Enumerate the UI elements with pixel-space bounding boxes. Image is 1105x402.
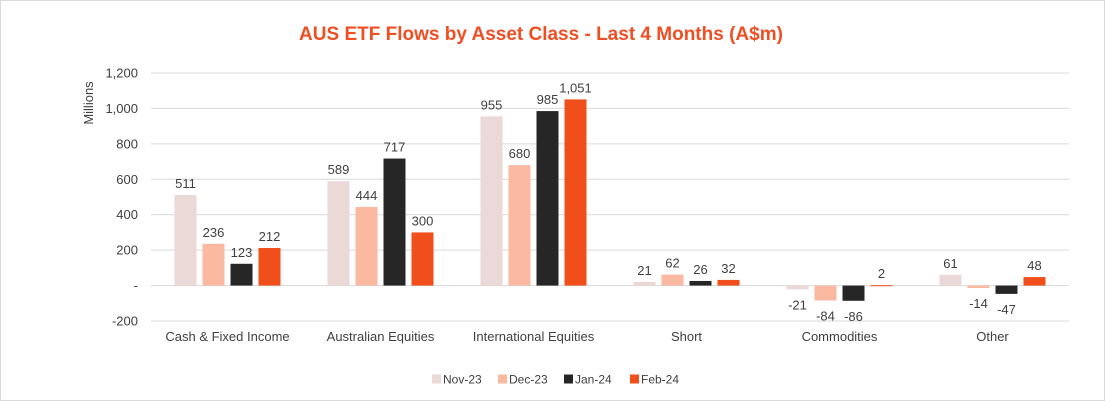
bar-2-0 [480,116,503,286]
bar-2-2 [536,111,559,286]
data-label-4-0: -21 [788,297,807,312]
legend-label-2: Jan-24 [575,373,612,387]
data-label-1-1: 444 [356,188,378,203]
y-axis-ticks: 1,200 1,000 800 600 400 200 - -200 [105,66,138,329]
x-axis-ticks: Cash & Fixed Income Australian Equities In… [165,329,1009,344]
bar-4-1 [814,285,837,301]
x-tick-label-2: International Equities [473,329,595,344]
chart-title: AUS ETF Flows by Asset Class - Last 4 Mo… [299,24,783,45]
legend-label-1: Dec-23 [509,373,548,387]
x-tick-label-3: Short [671,329,702,344]
x-tick-label-0: Cash & Fixed Income [165,329,289,344]
bar-1-0 [327,181,350,286]
legend: Nov-23 Dec-23 Jan-24 Feb-24 [432,373,679,387]
bar-5-0 [939,274,962,286]
data-labels: 5112361232125894447173009556809851,05121… [175,80,1042,323]
x-tick-label-1: Australian Equities [327,329,435,344]
bar-3-0 [633,281,656,286]
data-label-1-0: 589 [328,162,350,177]
data-label-4-2: -86 [844,309,863,324]
data-label-5-2: -47 [997,302,1016,317]
legend-label-0: Nov-23 [443,373,482,387]
bar-5-2 [995,285,1018,294]
data-label-5-3: 48 [1027,258,1041,273]
bar-0-3 [258,248,281,286]
bar-0-1 [202,243,225,286]
legend-swatch-2 [564,374,573,384]
y-tick-label-2: 800 [116,136,138,151]
y-tick-label-5: 200 [116,243,138,258]
y-tick-label-0: 1,200 [105,66,138,81]
data-label-5-0: 61 [943,256,957,271]
y-tick-label-4: 400 [116,207,138,222]
data-label-1-2: 717 [384,140,406,155]
bar-2-3 [564,99,587,286]
y-tick-label-6: - [134,278,138,293]
gridlines [151,72,1069,322]
bar-3-1 [661,274,684,286]
data-label-1-3: 300 [412,213,434,228]
bar-4-3 [870,285,893,287]
data-label-3-0: 21 [637,263,651,278]
data-label-2-1: 680 [509,146,531,161]
data-label-2-0: 955 [481,97,503,112]
data-label-3-3: 32 [721,261,735,276]
y-tick-label-7: -200 [112,314,138,329]
bar-1-1 [355,206,378,286]
bar-0-0 [174,195,197,286]
bar-5-1 [967,285,990,289]
data-label-5-1: -14 [969,296,988,311]
data-label-0-1: 236 [203,225,225,240]
bar-0-2 [230,263,253,286]
bar-3-2 [689,280,712,286]
bar-4-0 [786,285,809,290]
data-label-0-2: 123 [231,245,253,260]
data-label-0-3: 212 [259,229,281,244]
bar-1-2 [383,158,406,286]
y-tick-label-1: 1,000 [105,101,138,116]
legend-swatch-3 [630,374,639,384]
bars [174,99,1046,301]
bar-2-1 [508,165,531,286]
bar-3-3 [717,279,740,286]
legend-swatch-0 [432,374,441,384]
bar-1-3 [411,232,434,286]
bar-4-2 [842,285,865,301]
data-label-3-2: 26 [693,262,707,277]
legend-swatch-1 [498,374,507,384]
data-label-4-1: -84 [816,308,835,323]
data-label-4-3: 2 [878,266,885,281]
data-label-2-2: 985 [537,92,559,107]
data-label-2-3: 1,051 [559,80,592,95]
data-label-0-0: 511 [175,176,196,191]
data-label-3-1: 62 [665,256,679,271]
x-tick-label-4: Commodities [802,329,878,344]
bar-5-3 [1023,277,1046,286]
legend-label-3: Feb-24 [641,373,679,387]
x-tick-label-5: Other [976,329,1009,344]
y-tick-label-3: 600 [116,172,138,187]
y-axis-label: Millions [81,81,96,125]
